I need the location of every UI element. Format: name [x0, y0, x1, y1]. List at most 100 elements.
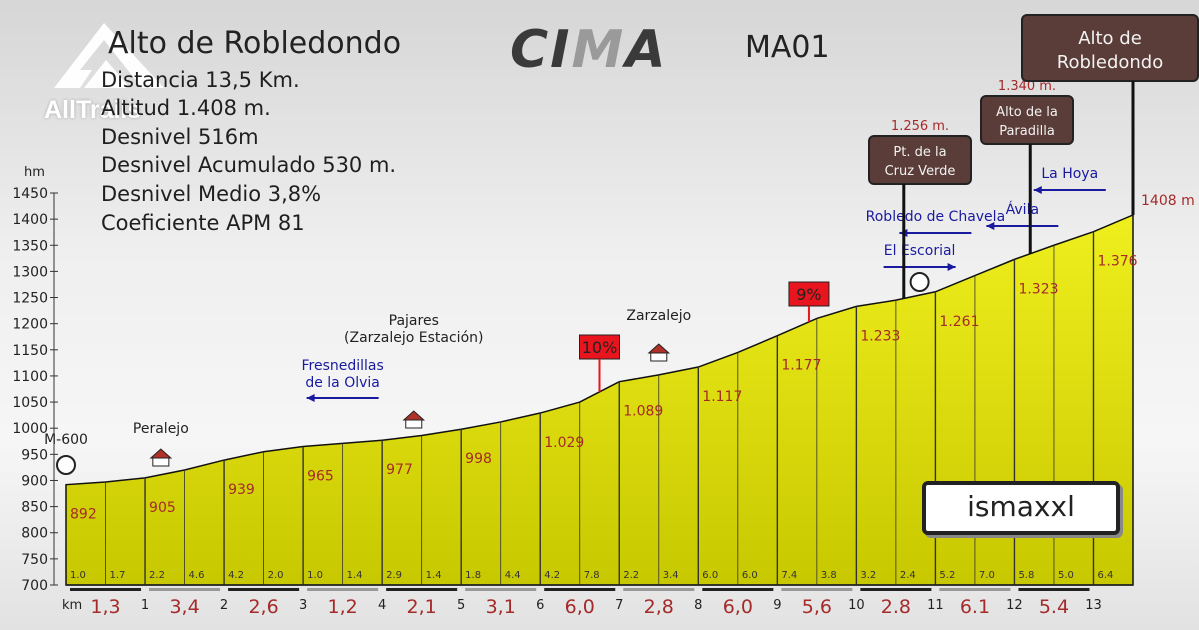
final-elevation-label: 1408 m [1141, 193, 1195, 209]
segment-grade-label: 7.4 [781, 570, 797, 581]
km-tick-label: 12 [1006, 598, 1023, 613]
summit-name: Robledondo [1057, 52, 1164, 73]
km-grade-label: 3,1 [486, 596, 516, 618]
summit-name: Paradilla [999, 124, 1055, 139]
y-tick-label: 1300 [12, 264, 48, 280]
elevation-label: 1.117 [702, 389, 742, 405]
km-grade-bar [307, 588, 379, 591]
y-tick-label: 1400 [12, 212, 48, 228]
route-title: Alto de Robledondo [108, 26, 402, 61]
summit-name: Alto de [1078, 28, 1142, 49]
summit-elevation: 1.256 m. [891, 119, 949, 134]
direction-arrow [947, 263, 956, 271]
elevation-label: 998 [465, 451, 492, 467]
km-grade-bar [149, 588, 221, 591]
place-label: Peralejo [133, 421, 189, 437]
segment-grade-label: 5.2 [939, 570, 955, 581]
y-tick-label: 850 [21, 500, 48, 516]
segment-grade-label: 4.6 [189, 570, 205, 581]
route-code: MA01 [745, 30, 830, 65]
y-tick-label: 1350 [12, 238, 48, 254]
village-icon [647, 343, 671, 362]
route-elevation-gain: Desnivel 516m [101, 125, 259, 149]
direction-arrow [306, 394, 315, 402]
segment-grade-label: 4.4 [505, 570, 521, 581]
segment-grade-label: 5.8 [1018, 570, 1034, 581]
segment-grade-label: 1.0 [307, 570, 323, 581]
segment-grade-label: 2.2 [623, 570, 639, 581]
summit-elevation: 1.340 m. [998, 79, 1056, 94]
place-label: Robledo de Chavela [866, 209, 1006, 225]
segment-grade-label: 4.2 [228, 570, 244, 581]
y-tick-label: 1100 [12, 369, 48, 385]
place-label: M-600 [44, 432, 88, 448]
summit-name: Pt. de la [893, 145, 946, 160]
direction-arrow [986, 222, 995, 230]
km-tick-label: 3 [299, 598, 307, 613]
segment-grade-label: 6.4 [1097, 570, 1113, 581]
segment-grade-label: 1.8 [465, 570, 481, 581]
km-tick-label: 2 [220, 598, 228, 613]
segment-grade-label: 6.0 [702, 570, 718, 581]
segment-grade-label: 7.0 [979, 570, 995, 581]
km-tick-label: 7 [615, 598, 623, 613]
km-tick-label: 9 [773, 598, 781, 613]
alltrails-logo-text: AllTrails [44, 96, 142, 124]
y-tick-label: 1050 [12, 395, 48, 411]
elevation-label: 977 [386, 462, 413, 478]
km-grade-bar [228, 588, 300, 591]
km-grade-label: 1,3 [90, 596, 120, 618]
km-grade-bar [860, 588, 932, 591]
segment-grade-label: 6.0 [742, 570, 758, 581]
summit-box [1021, 14, 1199, 82]
elevation-label: 1.177 [781, 358, 821, 374]
route-apm-coefficient: Coeficiente APM 81 [101, 211, 305, 235]
summit-name: Cruz Verde [885, 164, 956, 179]
summit-box [868, 135, 972, 185]
km-tick-label: 1 [141, 598, 149, 613]
segment-grade-label: 3.8 [821, 570, 837, 581]
elevation-label: 965 [307, 468, 334, 484]
segment-grade-label: 2.0 [268, 570, 284, 581]
km-grade-label: 2,1 [407, 596, 437, 618]
place-label: Fresnedillas [301, 358, 383, 374]
elevation-label: 1.089 [623, 404, 663, 420]
y-tick-label: 800 [21, 526, 48, 542]
grade-badge [788, 281, 830, 307]
y-tick-label: 750 [21, 552, 48, 568]
km-grade-label: 6.1 [960, 596, 990, 618]
km-grade-bar [702, 588, 774, 591]
segment-grade-label: 2.2 [149, 570, 165, 581]
direction-arrow [1033, 186, 1042, 194]
grade-badge-label: 10% [582, 338, 618, 357]
km-grade-bar [70, 588, 142, 591]
segment-grade-label: 1.0 [70, 570, 86, 581]
km-grade-label: 5.4 [1039, 596, 1069, 618]
km-tick-label: 11 [927, 598, 944, 613]
viewpoint-icon [909, 272, 930, 292]
km-grade-bar [386, 588, 458, 591]
y-axis-label: hm [24, 165, 45, 180]
y-tick-label: 900 [21, 473, 48, 489]
summit-marker: Alto de Robledondo [1021, 14, 1199, 215]
y-tick-label: 1250 [12, 291, 48, 307]
viewpoint-icon [56, 455, 76, 475]
place-label: El Escorial [884, 243, 956, 259]
km-grade-label: 2.8 [881, 596, 911, 618]
km-grade-bar [465, 588, 537, 591]
km-grade-bar [623, 588, 695, 591]
summit-marker: Pt. de la Cruz Verde 1.256 m. [868, 119, 972, 299]
segment-grade-label: 2.4 [900, 570, 916, 581]
elevation-label: 1.376 [1097, 254, 1137, 270]
km-grade-label: 3,4 [169, 596, 199, 618]
segment-grade-label: 7.8 [584, 570, 600, 581]
y-tick-label: 1200 [12, 317, 48, 333]
segment-grade-label: 1.7 [110, 570, 126, 581]
route-altitude: Altitud 1.408 m. [101, 96, 271, 120]
grade-badge-label: 9% [796, 285, 821, 304]
km-tick-label: 6 [536, 598, 544, 613]
x-axis-label: km [62, 598, 82, 613]
route-average-grade: Desnivel Medio 3,8% [101, 182, 322, 206]
cima-brand-logo: CIMA [510, 20, 668, 80]
